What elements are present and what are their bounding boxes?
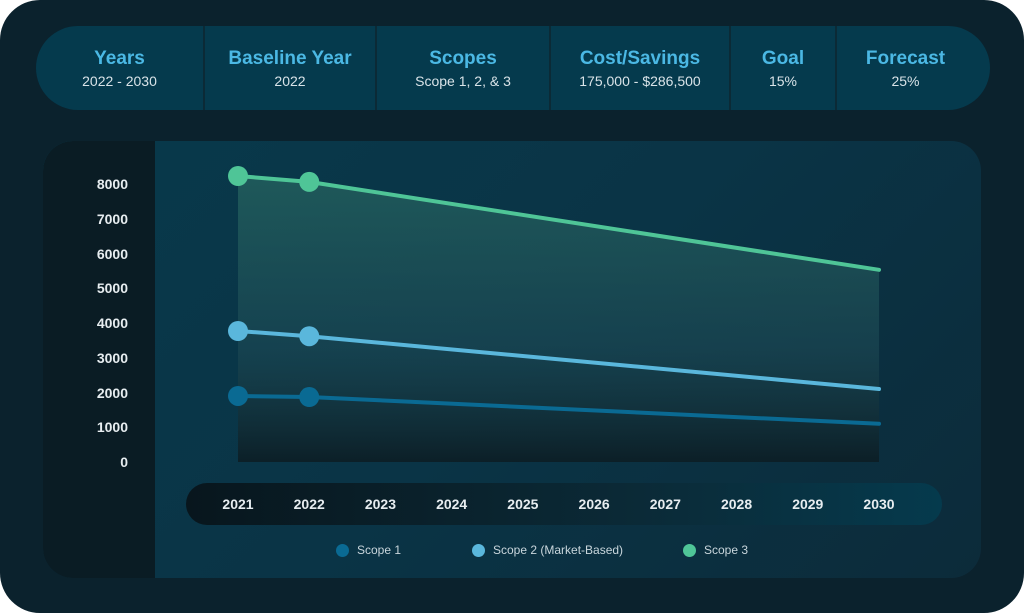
x-tick-label: 2022 xyxy=(293,496,325,512)
legend-dot-icon xyxy=(683,543,696,557)
y-tick-label: 2000 xyxy=(96,384,128,401)
y-tick-label: 8000 xyxy=(96,176,128,192)
kpi-value: 2022 - 2030 xyxy=(82,72,157,89)
legend-dot-icon xyxy=(336,543,349,557)
data-point[interactable] xyxy=(299,387,320,408)
legend-item[interactable]: Scope 3 xyxy=(683,543,748,557)
kpi-title: Years xyxy=(94,47,145,69)
scope-3-area xyxy=(238,176,879,462)
kpi-value: 175,000 - $286,500 xyxy=(579,72,701,89)
legend-item[interactable]: Scope 2 (Market-Based) xyxy=(472,543,623,557)
x-tick-label: 2026 xyxy=(578,496,610,512)
kpi-title: Cost/Savings xyxy=(579,47,701,69)
kpi-value: 25% xyxy=(891,72,920,89)
legend-label: Scope 2 (Market-Based) xyxy=(493,543,624,557)
data-point[interactable] xyxy=(299,326,320,347)
y-tick-label: 0 xyxy=(120,454,128,470)
y-tick-label: 1000 xyxy=(96,419,128,436)
y-tick-label: 6000 xyxy=(96,245,128,262)
kpi-title: Goal xyxy=(761,47,805,69)
x-tick-label: 2029 xyxy=(792,496,824,512)
kpi-title: Forecast xyxy=(865,47,946,69)
kpi-value: Scope 1, 2, & 3 xyxy=(415,72,511,89)
kpi-value: 2022 xyxy=(274,72,306,89)
kpi-cost-savings: Cost/Savings 175,000 - $286,500 xyxy=(551,26,731,110)
data-point[interactable] xyxy=(228,385,248,406)
kpi-baseline-year: Baseline Year 2022 xyxy=(205,26,377,110)
kpi-scopes: Scopes Scope 1, 2, & 3 xyxy=(377,26,551,110)
kpi-title: Scopes xyxy=(429,47,497,69)
y-tick-label: 3000 xyxy=(96,349,128,366)
kpi-title: Baseline Year xyxy=(228,47,352,69)
y-axis-band xyxy=(43,141,155,578)
x-tick-label: 2024 xyxy=(436,496,468,512)
data-point[interactable] xyxy=(228,320,248,341)
kpi-goal: Goal 15% xyxy=(731,26,837,110)
x-tick-label: 2025 xyxy=(507,496,539,512)
x-tick-label: 2027 xyxy=(649,496,681,512)
y-tick-label: 5000 xyxy=(96,280,128,297)
legend-dot-icon xyxy=(472,543,485,557)
x-tick-label: 2028 xyxy=(720,496,753,512)
kpi-years: Years 2022 - 2030 xyxy=(36,26,205,110)
legend-label: Scope 1 xyxy=(357,543,402,557)
data-point[interactable] xyxy=(299,171,320,192)
x-tick-label: 2030 xyxy=(863,496,895,512)
x-tick-label: 2023 xyxy=(364,496,397,512)
x-axis-bar xyxy=(186,483,942,525)
legend-item[interactable]: Scope 1 xyxy=(336,543,401,557)
kpi-bar: Years 2022 - 2030 Baseline Year 2022 Scope… xyxy=(36,26,990,110)
x-tick-label: 2021 xyxy=(222,496,254,512)
y-tick-label: 4000 xyxy=(96,315,128,331)
legend-label: Scope 3 xyxy=(704,543,749,557)
y-tick-label: 7000 xyxy=(96,210,128,227)
kpi-value: 15% xyxy=(768,72,798,89)
kpi-forecast: Forecast 25% xyxy=(837,26,990,110)
data-point[interactable] xyxy=(228,166,248,187)
